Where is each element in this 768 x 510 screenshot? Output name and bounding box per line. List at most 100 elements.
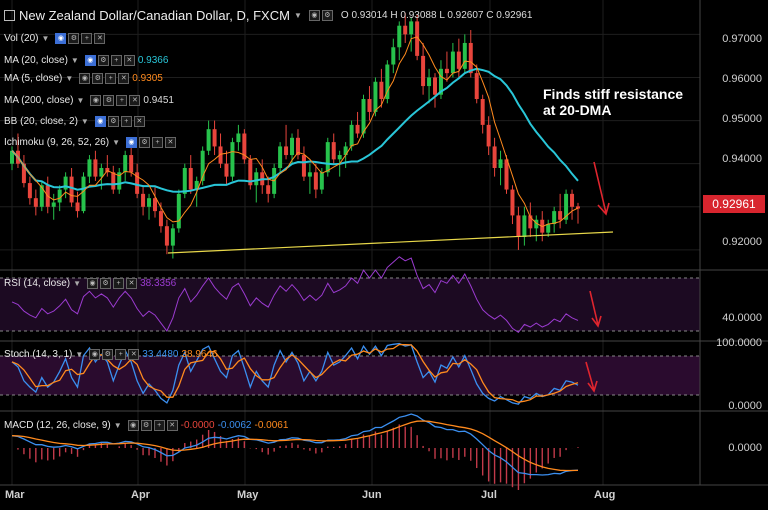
eye-icon[interactable]: ◉ [94, 116, 106, 127]
plus-icon[interactable]: + [113, 278, 125, 289]
gear-icon[interactable]: ⚙ [92, 73, 104, 84]
gear-icon[interactable]: ⚙ [102, 349, 114, 360]
candle-body [337, 155, 342, 160]
eye-icon[interactable]: ◉ [84, 55, 96, 66]
legend-ma20[interactable]: MA (20, close) ▼ ◉ ⚙ + ✕ 0.9366 [4, 55, 169, 66]
candle-body [290, 137, 295, 156]
candle-body [63, 176, 68, 190]
gear-icon[interactable]: ⚙ [68, 33, 80, 44]
candle-body [558, 211, 563, 220]
plus-icon[interactable]: + [81, 33, 93, 44]
candle-body [278, 146, 283, 168]
eye-icon[interactable]: ◉ [89, 349, 101, 360]
candle-body [510, 189, 515, 216]
close-icon[interactable]: ✕ [166, 420, 178, 431]
legend-stoch[interactable]: Stoch (14, 3, 1) ▼ ◉ ⚙ + ✕ 33.4480 38.9646 [4, 349, 218, 360]
gear-icon[interactable]: ⚙ [140, 420, 152, 431]
candle-body [403, 25, 408, 35]
gear-icon[interactable]: ⚙ [321, 10, 333, 21]
close-icon[interactable]: ✕ [164, 137, 176, 148]
legend-ichimoku[interactable]: Ichimoku (9, 26, 52, 26) ▼ ◉ ⚙ + ✕ [4, 137, 176, 148]
chevron-down-icon[interactable]: ▼ [113, 421, 122, 430]
eye-icon[interactable]: ◉ [87, 278, 99, 289]
close-icon[interactable]: ✕ [129, 95, 141, 106]
x-tick-label: Aug [594, 489, 616, 501]
candle-body [379, 81, 384, 100]
candle-body [325, 142, 330, 173]
candle-body [468, 42, 473, 74]
plus-icon[interactable]: + [105, 73, 117, 84]
chevron-down-icon[interactable]: ▼ [75, 350, 84, 359]
close-icon[interactable]: ✕ [123, 55, 135, 66]
eye-icon[interactable]: ◉ [55, 33, 67, 44]
candle-body [367, 99, 372, 112]
close-icon[interactable]: ✕ [133, 116, 145, 127]
close-icon[interactable]: ✕ [126, 278, 138, 289]
candle-body [331, 142, 336, 160]
macd-line [11, 413, 579, 476]
ma5-value: 0.9305 [132, 73, 163, 84]
candle-body [129, 155, 134, 173]
plus-icon[interactable]: + [151, 137, 163, 148]
chevron-down-icon[interactable]: ▼ [70, 56, 79, 65]
candle-body [444, 68, 449, 74]
eye-icon[interactable]: ◉ [90, 95, 102, 106]
candle-body [284, 146, 289, 156]
chevron-down-icon[interactable]: ▼ [76, 96, 85, 105]
candle-body [39, 185, 44, 207]
candle-body [266, 185, 271, 194]
ohlc-readout: O 0.93014 H 0.93088 L 0.92607 C 0.92961 [340, 10, 533, 21]
close-icon[interactable]: ✕ [118, 73, 130, 84]
x-tick-label: Apr [131, 489, 150, 501]
candle-body [552, 211, 557, 225]
gear-icon[interactable]: ⚙ [138, 137, 150, 148]
legend-macd[interactable]: MACD (12, 26, close, 9) ▼ ◉ ⚙ + ✕ -0.0000 -0.00… [4, 420, 289, 431]
candle-body [522, 215, 527, 237]
rsi-arrow [589, 290, 602, 328]
candle-body [242, 133, 247, 160]
plus-icon[interactable]: + [110, 55, 122, 66]
chevron-down-icon[interactable]: ▼ [41, 34, 50, 43]
close-icon[interactable]: ✕ [94, 33, 106, 44]
legend-bb[interactable]: BB (20, close, 2) ▼ ◉ ⚙ + ✕ [4, 116, 145, 127]
eye-icon[interactable]: ◉ [125, 137, 137, 148]
chevron-down-icon[interactable]: ▼ [293, 11, 302, 20]
plus-icon[interactable]: + [116, 95, 128, 106]
eye-icon[interactable]: ◉ [127, 420, 139, 431]
chart-title[interactable]: New Zealand Dollar/Canadian Dollar, D, F… [4, 8, 532, 23]
candle-body [355, 124, 360, 134]
legend-ma5[interactable]: MA (5, close) ▼ ◉ ⚙ + ✕ 0.9305 [4, 73, 163, 84]
chevron-down-icon[interactable]: ▼ [112, 138, 120, 147]
candle-body [456, 51, 461, 69]
candle-body [10, 150, 14, 164]
title-buttons[interactable]: ◉ ⚙ [308, 10, 333, 21]
candle-body [570, 193, 575, 207]
y-tick-label: 0.0000 [728, 442, 762, 454]
gear-icon[interactable]: ⚙ [97, 55, 109, 66]
x-tick-label: Mar [5, 489, 25, 501]
close-icon[interactable]: ✕ [128, 349, 140, 360]
chevron-down-icon[interactable]: ▼ [80, 117, 89, 126]
eye-icon[interactable]: ◉ [308, 10, 320, 21]
stoch-d-value: 38.9646 [181, 349, 218, 360]
chevron-down-icon[interactable]: ▼ [65, 74, 74, 83]
price-arrow [593, 161, 610, 216]
chevron-down-icon[interactable]: ▼ [73, 279, 82, 288]
plus-icon[interactable]: + [120, 116, 132, 127]
eye-icon[interactable]: ◉ [79, 73, 91, 84]
gear-icon[interactable]: ⚙ [107, 116, 119, 127]
collapse-icon[interactable] [4, 10, 15, 21]
legend-ma200[interactable]: MA (200, close) ▼ ◉ ⚙ + ✕ 0.9451 [4, 95, 174, 106]
legend-rsi[interactable]: RSI (14, close) ▼ ◉ ⚙ + ✕ 38.3356 [4, 278, 177, 289]
legend-vol[interactable]: Vol (20) ▼ ◉ ⚙ + ✕ [4, 33, 106, 44]
plus-icon[interactable]: + [153, 420, 165, 431]
y-tick-label: 0.97000 [722, 33, 762, 45]
candle-body [397, 25, 402, 48]
candle-body [313, 172, 318, 190]
candle-body [99, 167, 104, 177]
plus-icon[interactable]: + [115, 349, 127, 360]
rsi-value: 38.3356 [140, 278, 177, 289]
gear-icon[interactable]: ⚙ [100, 278, 112, 289]
gear-icon[interactable]: ⚙ [103, 95, 115, 106]
